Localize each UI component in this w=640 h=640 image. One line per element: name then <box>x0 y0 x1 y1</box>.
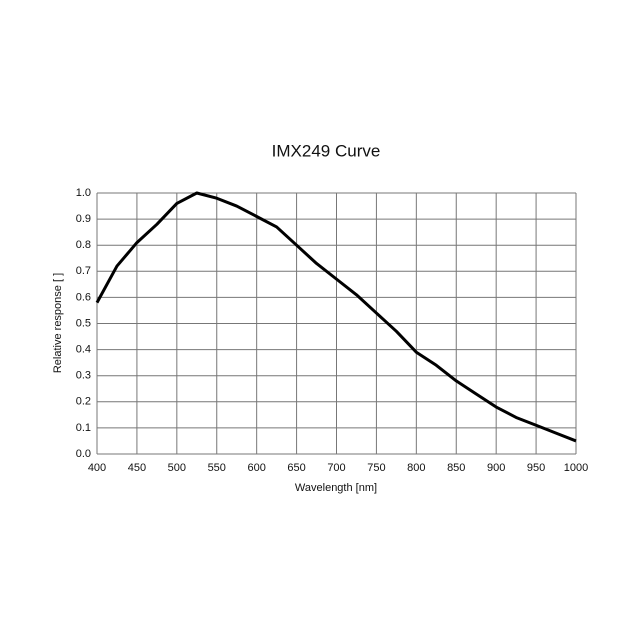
y-tick-label: 0.5 <box>76 317 91 329</box>
x-tick-label: 450 <box>128 462 146 474</box>
x-tick-label: 750 <box>367 462 385 474</box>
x-tick-label: 650 <box>287 462 305 474</box>
y-axis-label: Relative response [ ] <box>52 273 64 373</box>
x-tick-label: 600 <box>247 462 265 474</box>
x-tick-label: 500 <box>168 462 186 474</box>
y-tick-label: 0.2 <box>76 396 91 408</box>
x-tick-label: 900 <box>487 462 505 474</box>
x-tick-label: 950 <box>527 462 545 474</box>
x-tick-label: 1000 <box>564 462 588 474</box>
y-tick-label: 0.6 <box>76 291 91 303</box>
x-tick-label: 700 <box>327 462 345 474</box>
chart-title: IMX249 Curve <box>272 141 381 160</box>
x-axis-label: Wavelength [nm] <box>295 482 377 494</box>
y-tick-label: 0.1 <box>76 422 91 434</box>
x-tick-label: 800 <box>407 462 425 474</box>
y-tick-label: 0.8 <box>76 239 91 251</box>
y-tick-label: 0.9 <box>76 213 91 225</box>
y-tick-label: 0.0 <box>76 448 91 460</box>
x-tick-label: 850 <box>447 462 465 474</box>
x-tick-label: 400 <box>88 462 106 474</box>
y-tick-label: 0.4 <box>76 344 91 356</box>
y-tick-label: 1.0 <box>76 187 91 199</box>
x-tick-label: 550 <box>208 462 226 474</box>
y-tick-label: 0.7 <box>76 265 91 277</box>
data-line <box>95 191 577 443</box>
y-tick-label: 0.3 <box>76 370 91 382</box>
